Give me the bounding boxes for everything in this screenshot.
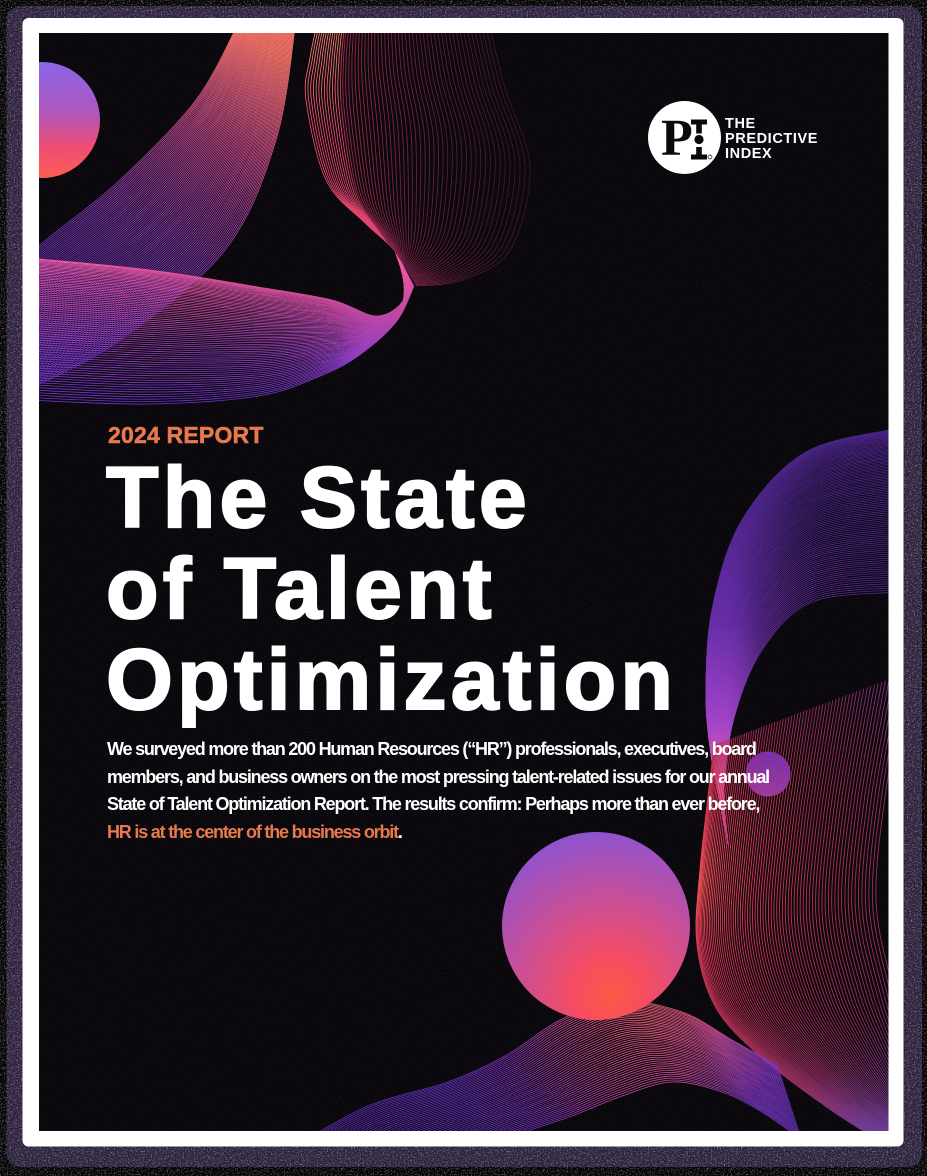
svg-text:INDEX: INDEX <box>725 146 772 162</box>
svg-text:PREDICTIVE: PREDICTIVE <box>725 131 818 147</box>
svg-text:THE: THE <box>725 116 756 132</box>
svg-text:P: P <box>661 110 693 167</box>
